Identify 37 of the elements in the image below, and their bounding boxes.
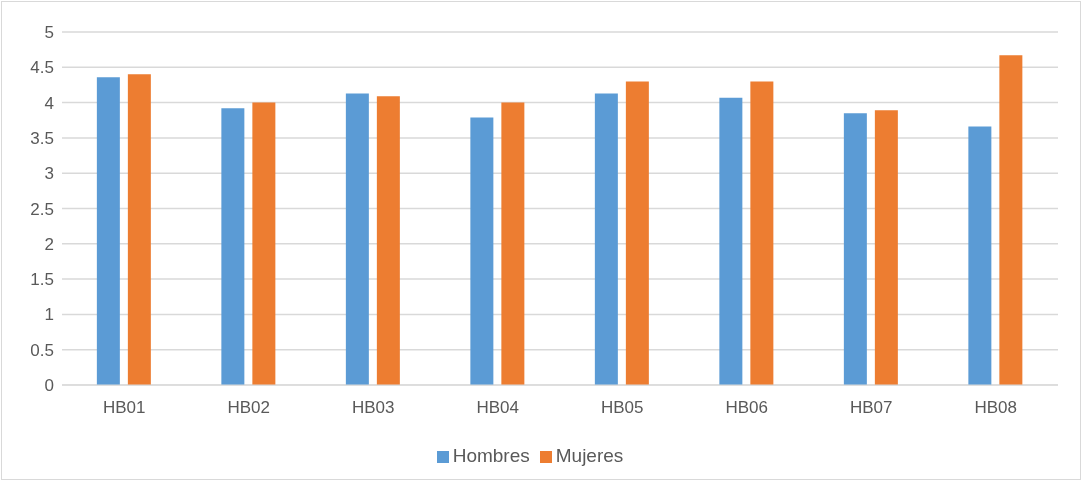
x-tick-label: HB05 <box>600 398 644 418</box>
x-tick-label: HB01 <box>102 398 146 418</box>
x-tick-label: HB03 <box>351 398 395 418</box>
bar <box>470 117 494 385</box>
bar <box>843 113 867 385</box>
bar <box>999 55 1023 385</box>
y-tick-label: 3 <box>44 164 54 184</box>
y-tick-label: 0 <box>44 376 54 396</box>
x-tick-label: HB04 <box>476 398 520 418</box>
x-tick-label: HB08 <box>974 398 1018 418</box>
y-tick-label: 5 <box>44 23 54 43</box>
y-tick-label: 1.5 <box>30 270 54 290</box>
bar <box>750 81 774 385</box>
bar <box>625 81 649 385</box>
y-tick-label: 1 <box>44 305 54 325</box>
y-tick-label: 2.5 <box>30 199 54 219</box>
x-tick-label: HB06 <box>725 398 769 418</box>
bar <box>221 108 245 385</box>
y-tick-label: 2 <box>44 234 54 254</box>
bar <box>345 93 369 385</box>
y-tick-label: 4 <box>44 93 54 113</box>
x-tick-label: HB07 <box>849 398 893 418</box>
bar <box>968 126 992 385</box>
bar <box>874 110 898 385</box>
legend-label: Hombres <box>452 445 530 466</box>
bar <box>96 77 120 385</box>
bar <box>376 96 400 385</box>
bar <box>252 102 276 385</box>
bar <box>719 97 743 385</box>
bar <box>594 93 618 385</box>
bar <box>501 102 525 385</box>
y-tick-label: 3.5 <box>30 128 54 148</box>
x-tick-label: HB02 <box>227 398 271 418</box>
y-tick-label: 4.5 <box>30 58 54 78</box>
y-tick-label: 0.5 <box>30 340 54 360</box>
legend-label: Mujeres <box>555 445 624 466</box>
bar <box>127 74 151 385</box>
